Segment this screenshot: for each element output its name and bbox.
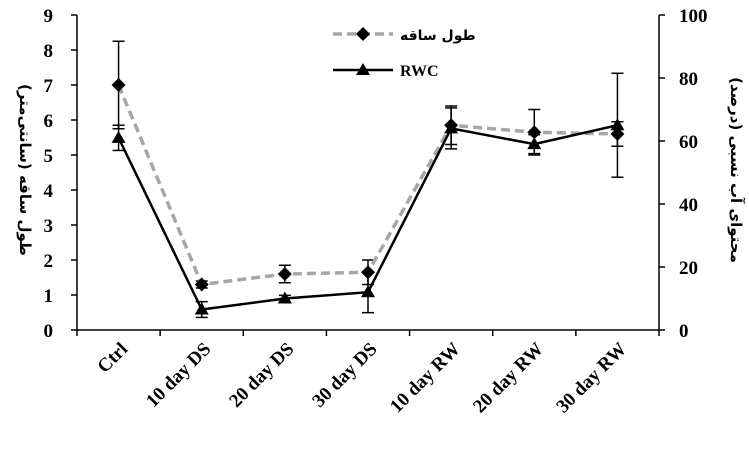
axis-titles: طول ساقه (سانتی‌متر) محتوای آب نسبی (درصد… — [16, 77, 745, 263]
left-tick-label: 9 — [44, 6, 54, 27]
x-axis: Ctrl 10 day DS 20 day DS 30 day DS 10 day RW… — [76, 329, 660, 418]
right-tick-label: 80 — [679, 69, 698, 90]
data-point-diamond — [527, 125, 542, 140]
data-point-diamond — [111, 78, 126, 92]
right-tick-label: 60 — [679, 132, 698, 153]
series-line — [116, 84, 618, 287]
data-point-triangle — [277, 291, 292, 304]
x-category-label: 20 day DS — [225, 339, 298, 412]
left-tick-label: 1 — [44, 286, 54, 307]
series-2 — [111, 72, 625, 319]
data-point-triangle — [527, 137, 542, 150]
legend-marker-triangle — [356, 63, 370, 75]
data-point-triangle — [444, 121, 459, 134]
left-tick-label: 3 — [44, 216, 54, 237]
right-tick-label: 0 — [679, 321, 689, 342]
legend-label: طول ساقه — [400, 28, 476, 44]
left-tick-label: 0 — [44, 321, 54, 342]
right-tick-label: 20 — [679, 258, 698, 279]
x-category-label: 10 day RW — [386, 339, 465, 418]
left-axis-title: طول ساقه (سانتی‌متر) — [16, 84, 34, 256]
legend-entry-2: RWC — [333, 63, 439, 80]
data-point-triangle — [111, 130, 126, 143]
left-tick-label: 6 — [44, 111, 54, 132]
series-1 — [111, 40, 625, 292]
right-tick-label: 40 — [679, 195, 698, 216]
legend-label: RWC — [400, 63, 439, 80]
x-category-label: 20 day RW — [469, 339, 548, 418]
x-category-label: 10 day DS — [142, 339, 215, 412]
left-tick-label: 4 — [44, 181, 54, 202]
legend-marker-diamond — [356, 27, 370, 41]
left-axis: 0 1 2 3 4 5 6 7 8 9 — [44, 6, 78, 342]
legend-entry-1: طول ساقه — [333, 27, 476, 44]
legend: طول ساقه RWC — [333, 27, 476, 80]
left-tick-label: 5 — [44, 146, 54, 167]
right-tick-label: 100 — [679, 6, 708, 27]
data-point-triangle — [610, 118, 625, 131]
left-tick-label: 7 — [44, 76, 54, 97]
x-category-label: 30 day RW — [552, 339, 631, 418]
right-axis: 0 20 40 60 80 100 — [658, 6, 708, 342]
x-category-label: Ctrl — [93, 339, 132, 378]
left-tick-label: 8 — [44, 41, 54, 62]
left-tick-label: 2 — [44, 251, 54, 272]
x-category-label: 30 day DS — [308, 339, 381, 412]
data-point-diamond — [277, 267, 292, 281]
series-layer — [111, 40, 625, 319]
data-point-diamond — [194, 277, 209, 292]
right-axis-title: محتوای آب نسبی (درصد) — [727, 77, 745, 263]
data-point-triangle — [361, 285, 375, 298]
data-point-triangle — [194, 302, 209, 315]
